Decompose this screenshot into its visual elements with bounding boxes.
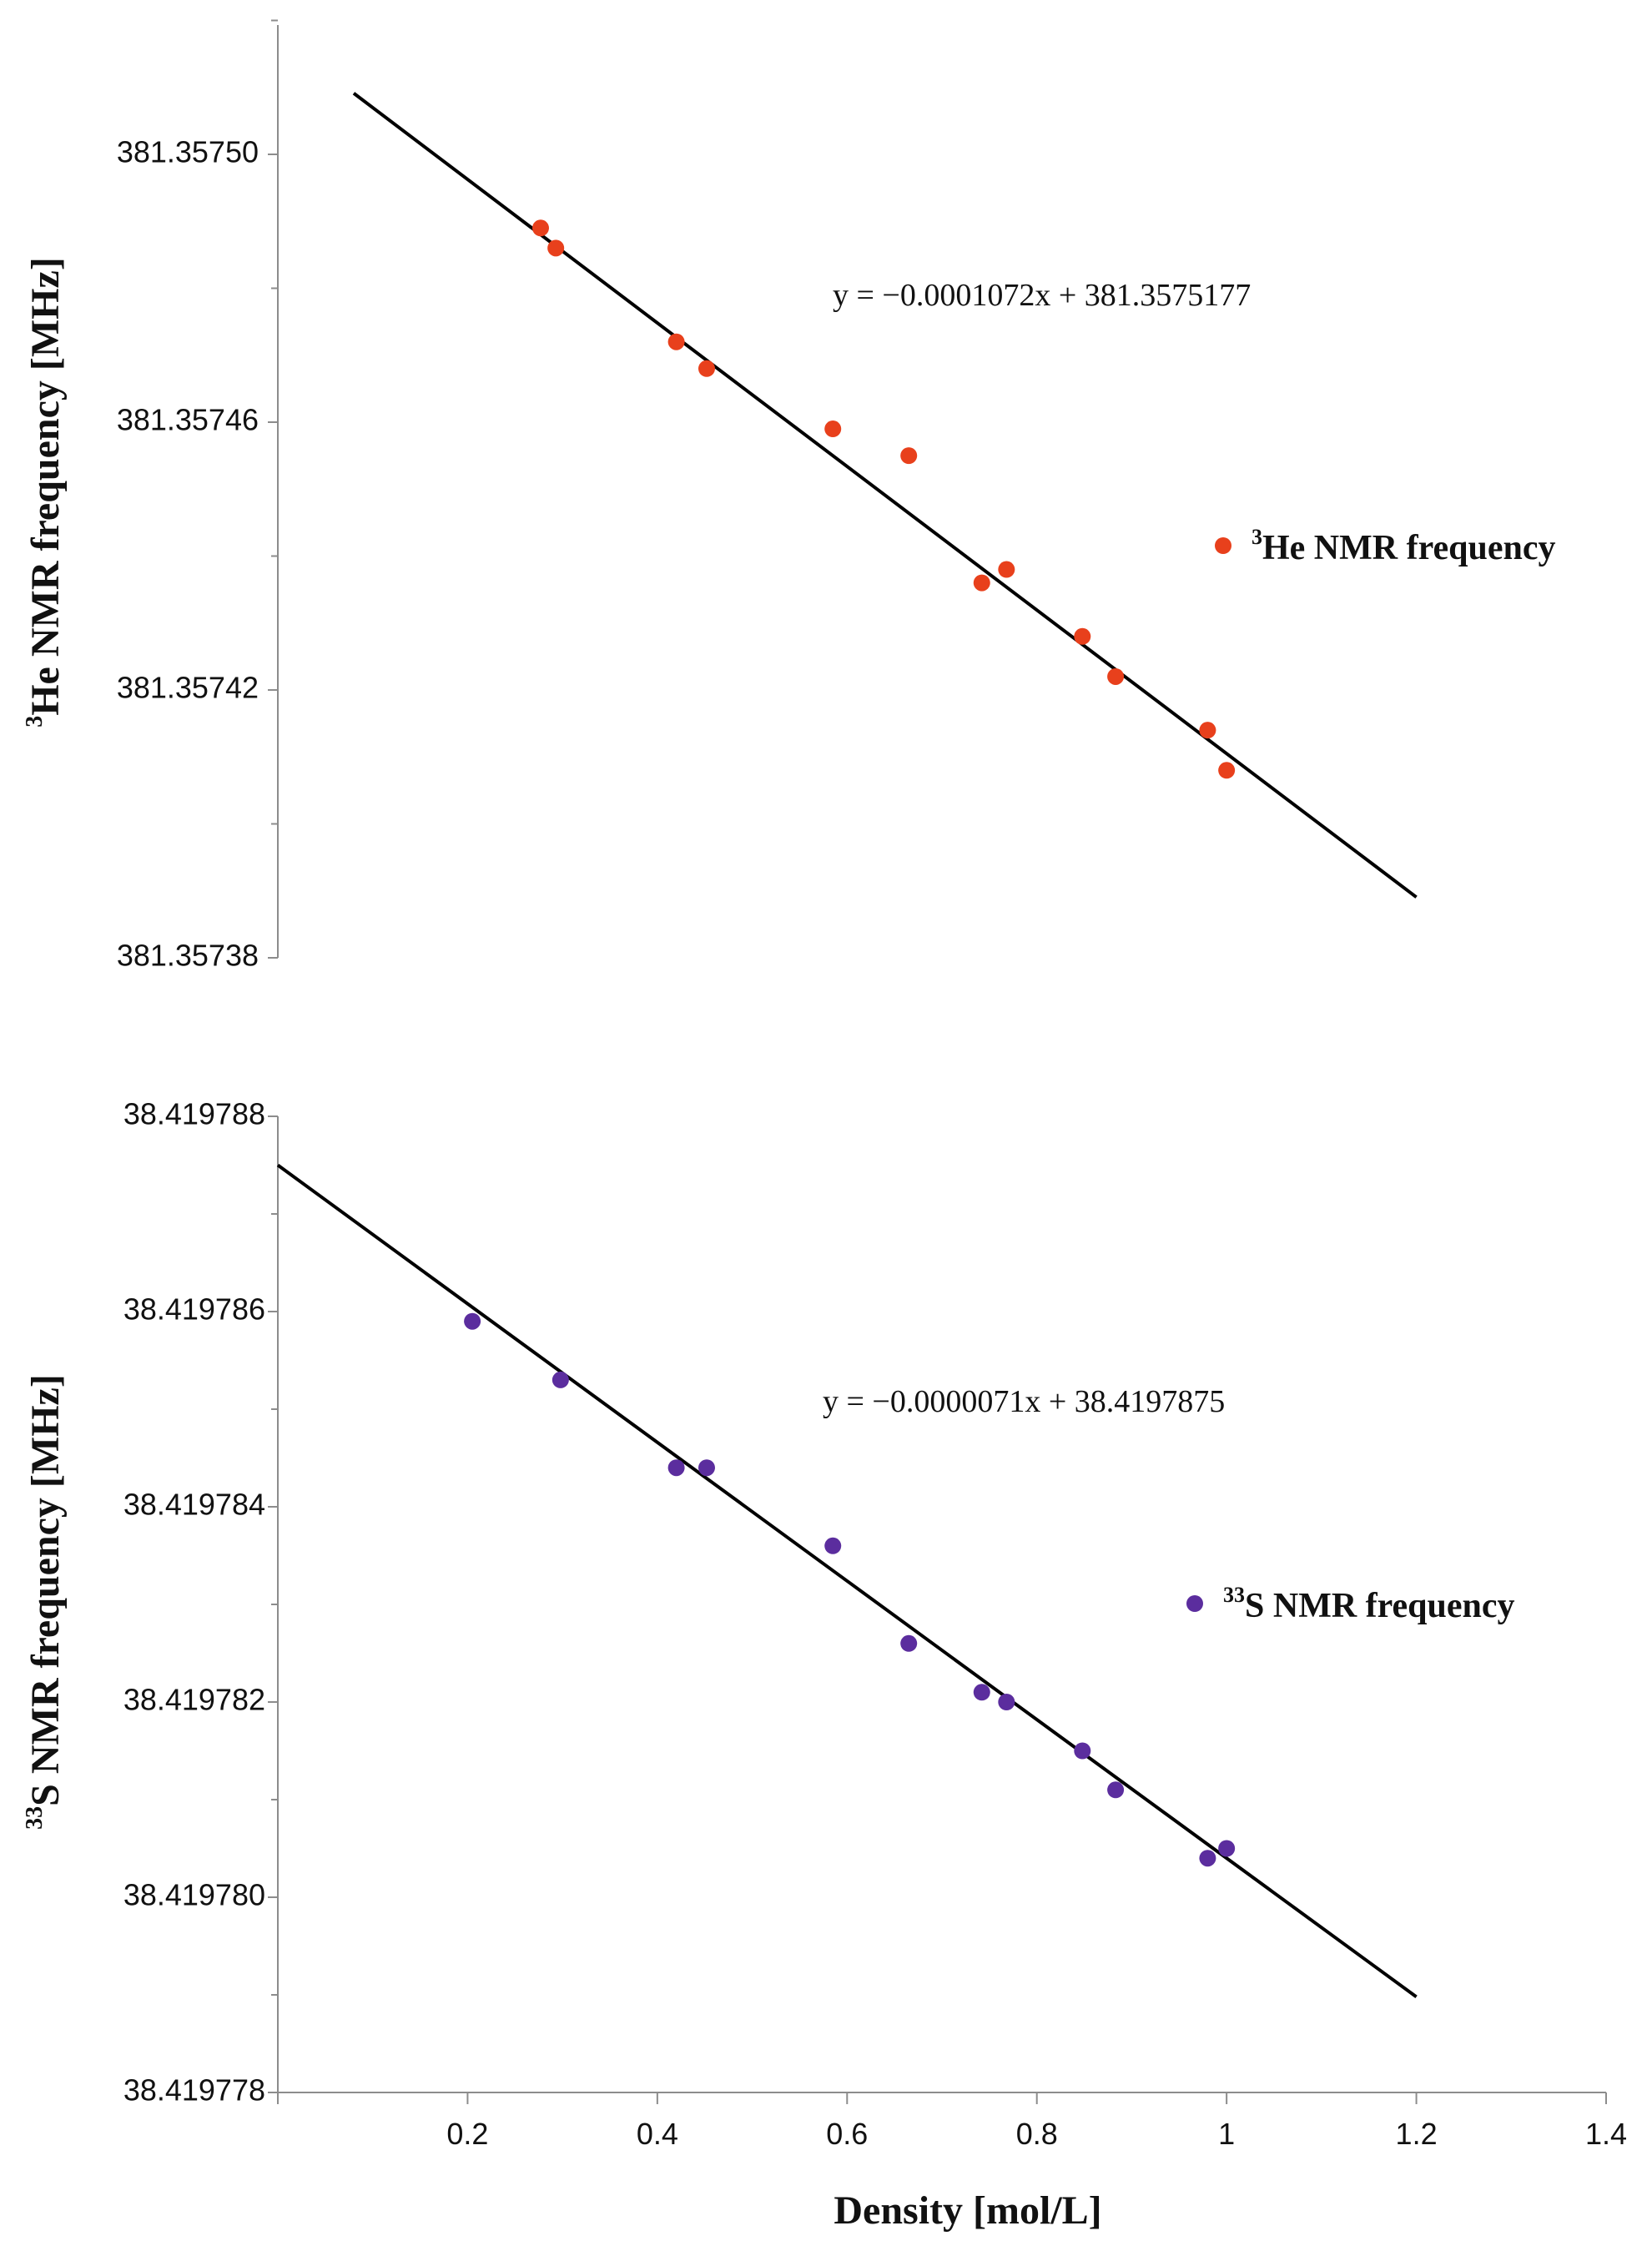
s-x-tick-label: 0.6 (826, 2117, 868, 2151)
s-x-tick-label: 0.8 (1016, 2117, 1058, 2151)
s-legend-label: 33S NMR frequency (1223, 1583, 1515, 1625)
he-data-point (824, 420, 842, 438)
he-data-point (698, 360, 715, 377)
s-x-tick-label: 1.4 (1585, 2117, 1627, 2151)
s-y-tick-label: 38.419778 (123, 2073, 265, 2107)
s-x-ticks (277, 2092, 1607, 2104)
he-y-axis-superscript: 3 (22, 716, 48, 728)
s-legend: 33S NMR frequency (1186, 1583, 1515, 1625)
s-y-tick-label: 38.419786 (123, 1292, 265, 1327)
he-y-tick-label: 381.35738 (117, 939, 259, 973)
he-nmr-chart: 381.35738 381.35742 381.35746 381.35750 … (22, 19, 1555, 973)
s-data-point (824, 1537, 842, 1554)
s-y-axis-superscript: 33 (22, 1806, 48, 1830)
he-legend: 3He NMR frequency (1215, 525, 1555, 567)
s-data-point (1199, 1850, 1216, 1867)
s-x-tick-label: 0.4 (637, 2117, 678, 2151)
s-trendline (276, 1163, 1418, 1998)
s-data-points (464, 1312, 1236, 1867)
s-y-tick-labels: 38.419778 38.419780 38.419782 38.419784 … (123, 1097, 265, 2107)
s-legend-marker (1186, 1595, 1203, 1612)
he-trendline-equation: y = −0.0001072x + 381.3575177 (833, 278, 1251, 313)
s-data-point (1074, 1742, 1091, 1760)
he-legend-label: 3He NMR frequency (1252, 525, 1555, 567)
he-data-point (1199, 722, 1216, 739)
s-y-ticks (268, 1115, 278, 2093)
s-data-point (698, 1459, 715, 1477)
x-axis-title: Density [mol/L] (834, 2188, 1101, 2233)
he-legend-text: He NMR frequency (1262, 529, 1555, 567)
he-y-tick-labels: 381.35738 381.35742 381.35746 381.35750 (117, 135, 259, 973)
he-y-ticks (268, 19, 278, 959)
s-legend-superscript: 33 (1223, 1583, 1245, 1607)
s-y-tick-label: 38.419782 (123, 1683, 265, 1717)
he-y-axis-title: 3He NMR frequency [MHz] (22, 257, 68, 728)
s-trendline-equation: y = −0.0000071x + 38.4197875 (823, 1384, 1225, 1419)
he-data-points (531, 219, 1236, 779)
s-x-tick-label: 1.2 (1396, 2117, 1438, 2151)
he-legend-superscript: 3 (1252, 525, 1262, 549)
s-nmr-chart: 38.419778 38.419780 38.419782 38.419784 … (22, 1097, 1627, 2233)
s-y-tick-label: 38.419788 (123, 1097, 265, 1131)
s-x-tick-label: 0.2 (446, 2117, 488, 2151)
s-data-point (973, 1684, 990, 1701)
s-data-point (464, 1312, 481, 1330)
he-data-point (547, 239, 565, 257)
he-data-point (1107, 667, 1125, 685)
he-data-point (973, 574, 990, 592)
s-y-axis-text: S NMR frequency [MHz] (23, 1374, 68, 1806)
he-data-point (1218, 762, 1236, 779)
s-data-point (998, 1694, 1015, 1710)
he-data-point (998, 561, 1015, 578)
he-y-tick-label: 381.35750 (117, 135, 259, 169)
s-y-tick-label: 38.419784 (123, 1488, 265, 1522)
he-legend-marker (1215, 537, 1231, 554)
he-trendline (352, 92, 1418, 899)
he-data-point (900, 447, 918, 465)
he-data-point (1074, 627, 1091, 645)
s-legend-text: S NMR frequency (1245, 1587, 1515, 1625)
he-data-point (667, 333, 685, 350)
he-y-axis-text: He NMR frequency [MHz] (23, 257, 68, 716)
he-data-point (531, 219, 549, 237)
s-x-tick-label: 1 (1218, 2117, 1235, 2151)
s-y-tick-label: 38.419780 (123, 1878, 265, 1912)
s-data-point (1218, 1840, 1236, 1857)
s-data-point (667, 1459, 685, 1477)
he-y-tick-label: 381.35746 (117, 403, 259, 437)
s-data-point (1107, 1781, 1125, 1799)
s-data-point (900, 1634, 918, 1652)
s-y-axis-title: 33S NMR frequency [MHz] (22, 1374, 68, 1830)
s-x-tick-labels: 0.2 0.4 0.6 0.8 1 1.2 1.4 (446, 2117, 1627, 2151)
he-y-tick-label: 381.35742 (117, 671, 259, 705)
s-data-point (552, 1371, 569, 1388)
